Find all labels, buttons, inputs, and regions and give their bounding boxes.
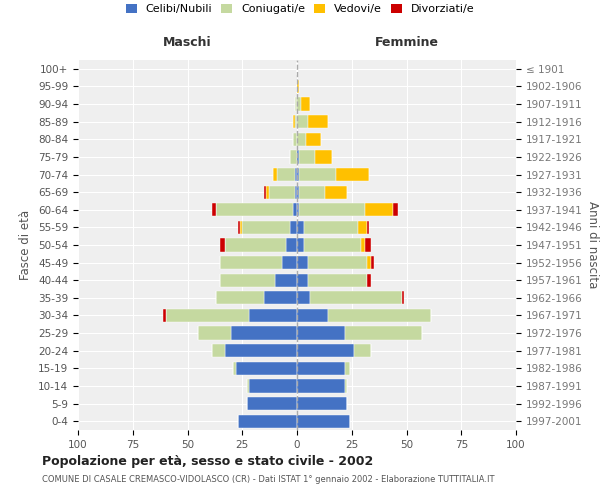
Bar [238, 221, 240, 234]
Bar [367, 221, 369, 234]
Bar [216, 291, 264, 304]
Bar [297, 414, 350, 428]
Bar [247, 397, 297, 410]
Bar [242, 221, 290, 234]
Bar [337, 168, 369, 181]
Bar [233, 362, 236, 375]
Bar [345, 380, 347, 392]
Bar [345, 362, 350, 375]
Bar [297, 98, 301, 110]
Bar [365, 203, 394, 216]
Bar [275, 274, 297, 287]
Bar [297, 132, 306, 146]
Bar [299, 150, 314, 164]
Bar [277, 168, 295, 181]
Bar [199, 326, 232, 340]
Bar [220, 256, 281, 269]
Bar [220, 274, 275, 287]
Text: COMUNE DI CASALE CREMASCO-VIDOLASCO (CR) - Dati ISTAT 1° gennaio 2002 - Elaboraz: COMUNE DI CASALE CREMASCO-VIDOLASCO (CR)… [42, 475, 494, 484]
Bar [295, 168, 297, 181]
Bar [295, 186, 297, 198]
Bar [367, 256, 371, 269]
Bar [240, 221, 242, 234]
Bar [163, 309, 166, 322]
Bar [371, 256, 374, 269]
Bar [308, 274, 367, 287]
Bar [325, 186, 347, 198]
Text: Femmine: Femmine [374, 36, 439, 50]
Bar [293, 203, 297, 216]
Bar [295, 115, 297, 128]
Bar [361, 238, 365, 252]
Bar [281, 256, 297, 269]
Bar [301, 98, 310, 110]
Bar [286, 238, 297, 252]
Bar [354, 344, 371, 358]
Bar [238, 414, 297, 428]
Bar [297, 221, 304, 234]
Bar [293, 115, 295, 128]
Bar [365, 238, 371, 252]
Bar [225, 238, 286, 252]
Bar [297, 203, 299, 216]
Bar [290, 221, 297, 234]
Bar [304, 238, 361, 252]
Bar [225, 344, 297, 358]
Bar [297, 274, 308, 287]
Bar [345, 326, 422, 340]
Bar [297, 291, 310, 304]
Bar [212, 344, 225, 358]
Bar [264, 291, 297, 304]
Bar [314, 150, 332, 164]
Bar [308, 256, 367, 269]
Bar [247, 380, 249, 392]
Bar [297, 186, 299, 198]
Bar [249, 309, 297, 322]
Bar [216, 203, 293, 216]
Bar [220, 238, 225, 252]
Bar [166, 309, 249, 322]
Bar [328, 309, 431, 322]
Bar [297, 150, 299, 164]
Bar [297, 344, 354, 358]
Bar [299, 186, 325, 198]
Bar [290, 150, 297, 164]
Bar [295, 98, 297, 110]
Bar [293, 132, 297, 146]
Bar [297, 380, 345, 392]
Bar [402, 291, 404, 304]
Bar [212, 203, 216, 216]
Text: Maschi: Maschi [163, 36, 212, 50]
Bar [264, 186, 266, 198]
Legend: Celibi/Nubili, Coniugati/e, Vedovi/e, Divorziati/e: Celibi/Nubili, Coniugati/e, Vedovi/e, Di… [122, 0, 478, 18]
Bar [232, 326, 297, 340]
Bar [310, 291, 402, 304]
Bar [269, 186, 295, 198]
Bar [297, 326, 345, 340]
Bar [273, 168, 277, 181]
Text: Popolazione per età, sesso e stato civile - 2002: Popolazione per età, sesso e stato civil… [42, 455, 373, 468]
Bar [236, 362, 297, 375]
Y-axis label: Anni di nascita: Anni di nascita [586, 202, 599, 288]
Bar [297, 168, 299, 181]
Bar [299, 203, 365, 216]
Bar [297, 309, 328, 322]
Bar [297, 256, 308, 269]
Bar [358, 221, 367, 234]
Bar [297, 238, 304, 252]
Y-axis label: Fasce di età: Fasce di età [19, 210, 32, 280]
Bar [297, 362, 345, 375]
Bar [308, 115, 328, 128]
Bar [299, 168, 337, 181]
Bar [306, 132, 321, 146]
Bar [266, 186, 269, 198]
Bar [394, 203, 398, 216]
Bar [297, 115, 308, 128]
Bar [367, 274, 371, 287]
Bar [297, 80, 299, 93]
Bar [304, 221, 358, 234]
Bar [297, 397, 347, 410]
Bar [249, 380, 297, 392]
